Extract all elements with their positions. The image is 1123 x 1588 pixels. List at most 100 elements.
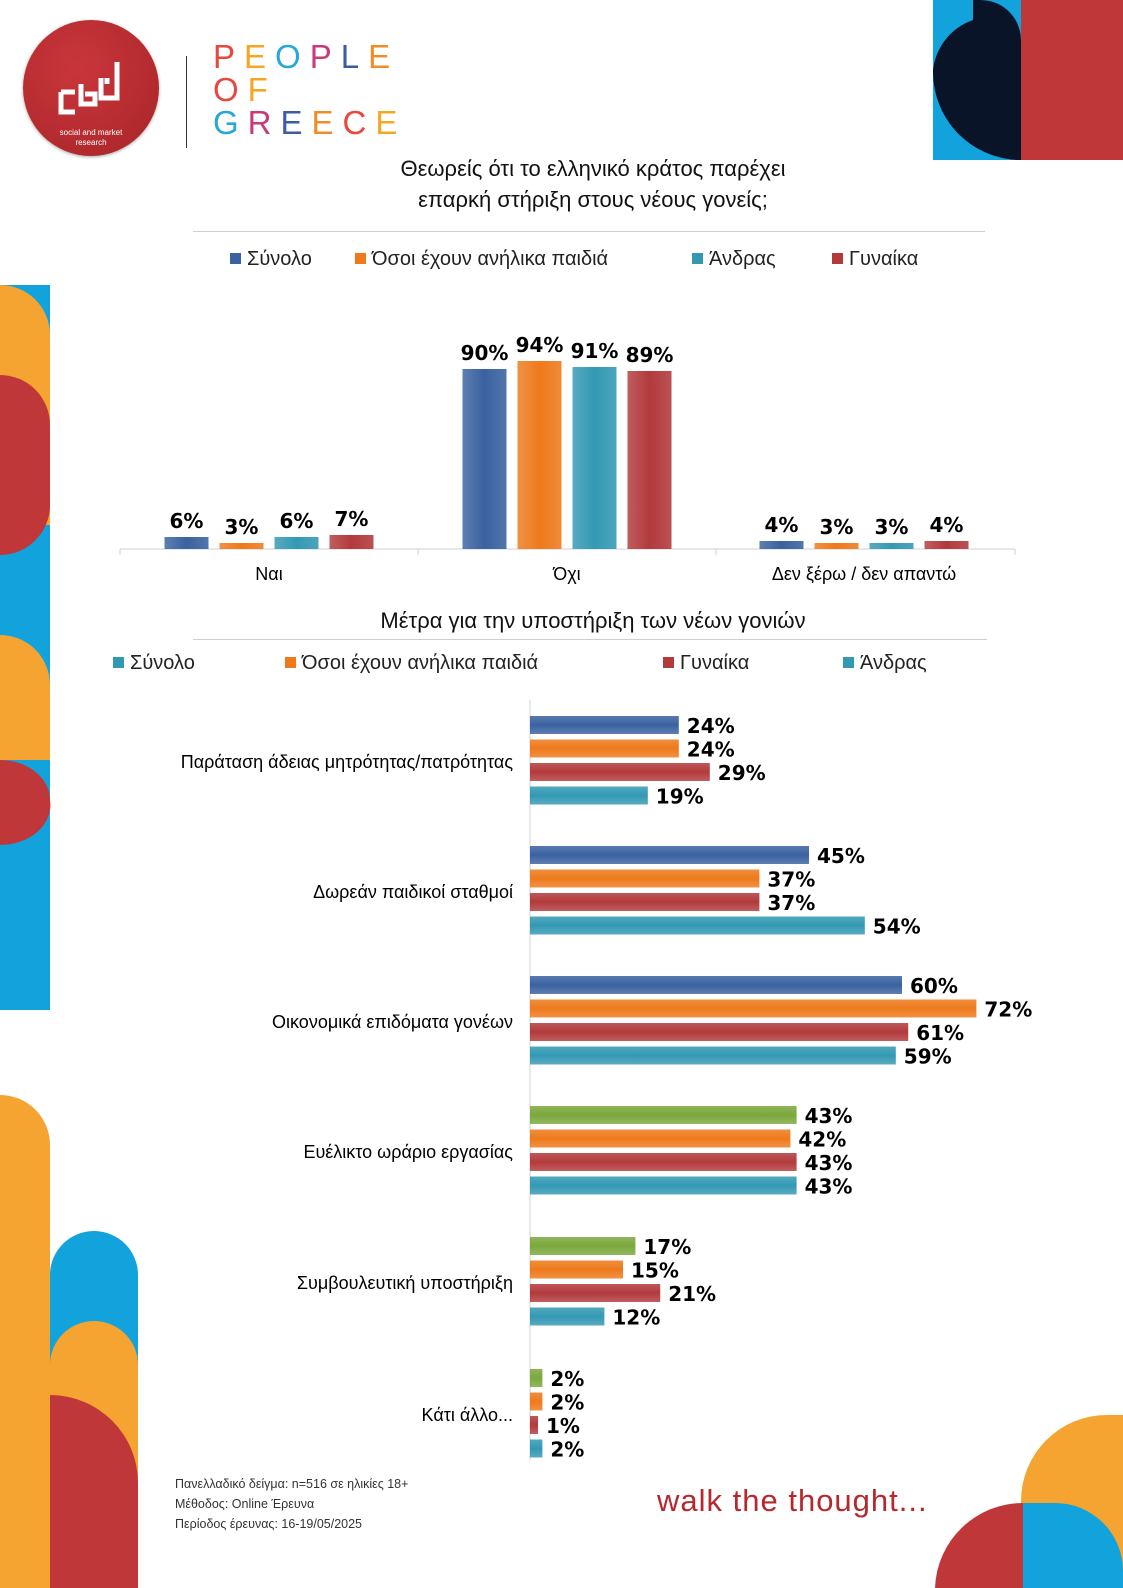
logo-mark-icon	[58, 62, 120, 115]
chart1-data-label: 3%	[820, 515, 854, 539]
chart2-bar	[530, 916, 865, 935]
chart2-data-label: 37%	[767, 891, 815, 915]
chart1-bar	[869, 543, 914, 549]
wordmark-line: OF	[213, 73, 406, 106]
chart2-bar	[530, 893, 760, 911]
chart1-bar	[274, 537, 319, 549]
chart2-category-label: Συμβουλευτική υποστήριξη	[297, 1273, 513, 1293]
chart2-bar	[530, 1129, 791, 1148]
chart2-plot: 24%24%29%19%Παράταση άδειας μητρότητας/π…	[181, 700, 1032, 1462]
legend-item: Γυναίκα	[663, 652, 749, 675]
chart2-bar	[530, 716, 679, 734]
wordmark-letter: C	[342, 104, 376, 141]
logo-subtext: social and market research	[23, 128, 159, 148]
wordmark-letter: E	[368, 38, 400, 75]
wordmark-letter: E	[311, 104, 343, 141]
wordmark-line: PEOPLE	[213, 40, 406, 73]
chart1-title-line: Θεωρείς ότι το ελληνικό κράτος παρέχει	[400, 156, 786, 181]
chart2-data-label: 1%	[546, 1414, 580, 1438]
chart2-data-label: 2%	[550, 1438, 584, 1462]
chart2-data-label: 37%	[767, 868, 815, 892]
chart1-data-label: 3%	[875, 515, 909, 539]
chart2-data-label: 45%	[817, 844, 865, 868]
wordmark-letter: P	[213, 38, 245, 75]
chart2-bar	[530, 1153, 797, 1171]
legend-swatch	[692, 253, 703, 264]
chart2-category-label: Δωρεάν παιδικοί σταθμοί	[313, 882, 513, 902]
legend-item: Σύνολο	[113, 652, 195, 675]
chart2-data-label: 61%	[916, 1021, 964, 1045]
chart1-data-label: 6%	[280, 509, 314, 533]
chart2-title-rule	[193, 639, 987, 640]
chart2-data-label: 2%	[550, 1367, 584, 1391]
legend-label: Σύνολο	[130, 652, 195, 674]
legend-label: Γυναίκα	[849, 248, 919, 270]
chart2-bar	[530, 999, 977, 1018]
legend-swatch	[843, 657, 854, 668]
chart2-data-label: 59%	[904, 1045, 952, 1069]
footer-period: Περίοδος έρευνας: 16-19/05/2025	[175, 1517, 363, 1531]
wordmark-letter: G	[213, 104, 248, 141]
chart2-bar	[530, 1023, 909, 1041]
chart2-data-label: 43%	[805, 1104, 853, 1128]
chart2-bar	[530, 1106, 797, 1124]
wordmark-letter: E	[280, 104, 312, 141]
logo-subtext-line: social and market	[59, 128, 123, 137]
chart2-data-label: 42%	[798, 1128, 846, 1152]
chart1-bar	[164, 537, 209, 549]
chart2-bar	[530, 1046, 896, 1065]
people-of-greece-wordmark: PEOPLE OF GREECE	[213, 40, 406, 139]
chart1-bar	[814, 543, 859, 549]
wordmark-letter: R	[247, 104, 281, 141]
chart2-category-label: Παράταση άδειας μητρότητας/πατρότητας	[181, 752, 514, 772]
chart2-data-label: 24%	[687, 738, 735, 762]
legend-label: Όσοι έχουν ανήλικα παιδιά	[302, 652, 539, 674]
chart1-category-label: Όχι	[552, 564, 580, 584]
chart1-data-label: 4%	[765, 513, 799, 537]
wordmark-letter: O	[275, 38, 310, 75]
chart1-data-label: 91%	[571, 339, 619, 363]
legend-item: Άνδρας	[843, 652, 927, 675]
chart2-data-label: 21%	[668, 1282, 716, 1306]
chart2-data-label: 29%	[718, 761, 766, 785]
chart2-bar	[530, 1307, 605, 1326]
chart2-data-label: 24%	[687, 714, 735, 738]
chart1-bar	[924, 541, 969, 549]
legend-swatch	[285, 657, 296, 668]
chart2-data-label: 2%	[550, 1391, 584, 1415]
wordmark-line: GREECE	[213, 106, 406, 139]
chart1-bar	[572, 367, 617, 549]
chart1-bar	[462, 369, 507, 549]
legend-item: Άνδρας	[692, 248, 776, 271]
chart2-bar	[530, 739, 679, 758]
chart1-bar	[759, 541, 804, 549]
chart2-category-label: Κάτι άλλο...	[422, 1405, 513, 1425]
chart1-title: Θεωρείς ότι το ελληνικό κράτος παρέχει ε…	[193, 153, 993, 215]
legend-swatch	[832, 253, 843, 264]
chart1-bar	[517, 361, 562, 549]
wordmark-letter: E	[244, 38, 276, 75]
logo-subtext-line: research	[75, 138, 107, 147]
legend-label: Άνδρας	[709, 248, 776, 270]
company-logo	[23, 20, 159, 156]
chart2-data-label: 19%	[656, 785, 704, 809]
legend-swatch	[663, 657, 674, 668]
chart2-bar	[530, 1416, 538, 1434]
wordmark-letter: E	[375, 104, 407, 141]
wordmark-letter: O	[213, 71, 248, 108]
tagline: walk the thought...	[657, 1483, 928, 1518]
chart2-bar	[530, 1237, 636, 1255]
legend-label: Σύνολο	[247, 248, 312, 270]
chart2-bar	[530, 869, 760, 888]
decor-left-strip	[0, 285, 51, 1010]
chart2-data-label: 12%	[612, 1306, 660, 1330]
chart2-data-label: 17%	[643, 1235, 691, 1259]
chart2-data-label: 43%	[805, 1151, 853, 1175]
chart1-title-line: επαρκή στήριξη στους νέους γονείς;	[418, 187, 768, 212]
chart2-data-label: 60%	[910, 974, 958, 998]
legend-item: Σύνολο	[230, 248, 312, 271]
chart1-category-label: Δεν ξέρω / δεν απαντώ	[772, 564, 956, 584]
decor-bottom-right	[935, 1415, 1123, 1588]
legend-label: Γυναίκα	[680, 652, 750, 674]
chart1-data-label: 90%	[461, 341, 509, 365]
